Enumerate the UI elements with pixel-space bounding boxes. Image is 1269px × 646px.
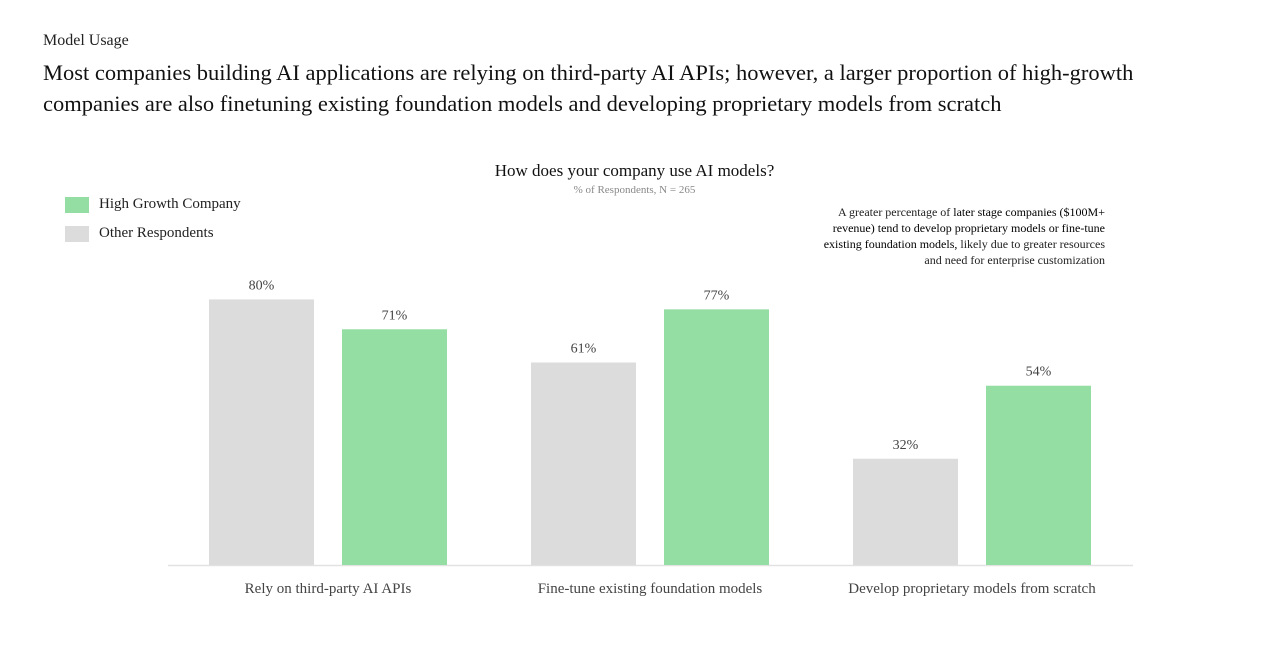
bar-high-growth-company-3	[986, 385, 1091, 565]
data-label-other-respondents-2: 61%	[571, 341, 597, 356]
annotation-text-post: likely due to greater resources and need…	[924, 237, 1105, 267]
legend-item-high-growth: High Growth Company	[65, 190, 241, 219]
bar-other-respondents-2	[531, 362, 636, 565]
annotation-text-pre: A greater percentage of	[838, 205, 954, 219]
chart-title: How does your company use AI models?	[494, 161, 775, 180]
legend-item-other: Other Respondents	[65, 219, 241, 248]
annotation-text-bold: later stage companies ($100M+ revenue) t…	[823, 205, 1105, 251]
chart-annotation: A greater percentage of later stage comp…	[805, 204, 1105, 268]
chart-subtitle: % of Respondents, N = 265	[573, 184, 696, 196]
bar-other-respondents-1	[209, 299, 314, 565]
legend-label-high-growth: High Growth Company	[99, 196, 241, 212]
legend-swatch-high-growth	[65, 196, 89, 213]
category-label-3: Develop proprietary models from scratch	[848, 581, 1096, 597]
data-label-other-respondents-1: 80%	[249, 278, 275, 293]
data-label-high-growth-company-2: 77%	[704, 288, 730, 303]
page-headline: Most companies building AI applications …	[43, 60, 1134, 116]
bar-high-growth-company-1	[342, 329, 447, 565]
data-label-high-growth-company-1: 71%	[382, 308, 408, 323]
bar-other-respondents-3	[853, 458, 958, 565]
section-eyebrow: Model Usage	[43, 32, 129, 49]
legend-label-other: Other Respondents	[99, 225, 214, 241]
data-label-other-respondents-3: 32%	[893, 438, 919, 453]
data-label-high-growth-company-3: 54%	[1026, 365, 1052, 380]
legend-swatch-other	[65, 225, 89, 242]
chart-legend: High Growth Company Other Respondents	[65, 190, 241, 248]
category-label-1: Rely on third-party AI APIs	[245, 581, 412, 597]
category-label-2: Fine-tune existing foundation models	[538, 581, 763, 597]
bar-high-growth-company-2	[664, 309, 769, 565]
